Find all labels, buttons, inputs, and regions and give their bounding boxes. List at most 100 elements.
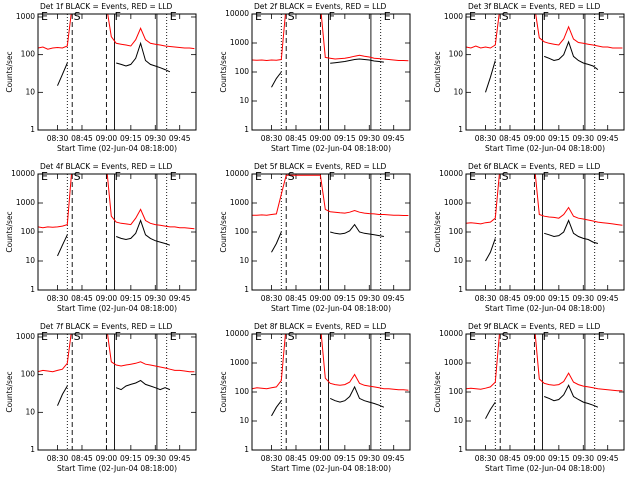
annotation: F (543, 330, 549, 343)
plot-frame (465, 173, 625, 291)
y-axis-label: Counts/sec (5, 51, 14, 92)
x-tick-label: 09:15 (120, 294, 142, 303)
annotation: E (41, 170, 48, 183)
y-tick-label: 10 (239, 416, 249, 425)
y-tick-label: 10 (453, 87, 463, 96)
x-tick-label: 08:45 (285, 454, 307, 463)
y-axis-label: Counts/sec (5, 211, 14, 252)
annotation: S (74, 10, 81, 23)
x-tick-label: 09:15 (334, 134, 356, 143)
x-tick-label: 09:00 (96, 454, 118, 463)
x-tick-label: 08:45 (285, 294, 307, 303)
series-line (38, 334, 195, 373)
x-tick-label: 09:00 (310, 294, 332, 303)
plot-area (38, 14, 195, 130)
x-axis-label: Start Time (02-Jun-04 08:18:00) (57, 144, 177, 153)
annotation: S (502, 330, 509, 343)
x-tick-label: 08:45 (499, 294, 521, 303)
y-axis-label: Counts/sec (219, 211, 228, 252)
plot-frame (251, 173, 411, 291)
y-tick-label: 10 (239, 256, 249, 265)
annotation: F (115, 170, 121, 183)
chart-title: Det 1f BLACK = Events, RED = LLD (40, 2, 173, 11)
series-line (271, 58, 384, 88)
panel: Det 2f BLACK = Events, RED = LLD Start Ti… (219, 2, 411, 153)
x-tick-label: 09:15 (548, 454, 570, 463)
y-tick-label: 100 (235, 387, 250, 396)
chart-title: Det 3f BLACK = Events, RED = LLD (468, 2, 601, 11)
plot-area (38, 174, 195, 290)
y-tick-label: 1000 (444, 12, 463, 21)
x-axis-label: Start Time (02-Jun-04 08:18:00) (485, 144, 605, 153)
series-line (252, 334, 409, 391)
x-tick-label: 08:30 (47, 294, 69, 303)
y-tick-label: 100 (235, 67, 250, 76)
annotation: E (384, 330, 391, 343)
y-axis-label: Counts/sec (5, 371, 14, 412)
x-tick-label: 09:30 (144, 454, 166, 463)
y-tick-label: 1000 (16, 12, 35, 21)
x-axis-label: Start Time (02-Jun-04 08:18:00) (271, 464, 391, 473)
chart-title: Det 5f BLACK = Events, RED = LLD (254, 162, 387, 171)
x-tick-label: 09:30 (572, 294, 594, 303)
x-tick-label: 09:45 (169, 454, 191, 463)
x-tick-label: 09:30 (358, 134, 380, 143)
annotation: E (255, 330, 262, 343)
x-axis-label: Start Time (02-Jun-04 08:18:00) (57, 464, 177, 473)
x-tick-label: 09:45 (169, 294, 191, 303)
y-tick-label: 10000 (225, 9, 249, 18)
series-line (466, 334, 623, 392)
annotation: E (41, 10, 48, 23)
series-line (485, 219, 599, 262)
y-tick-label: 100 (449, 227, 464, 236)
annotation: F (329, 330, 335, 343)
y-tick-label: 1 (30, 125, 35, 134)
y-tick-label: 1000 (444, 358, 463, 367)
annotation: E (170, 10, 177, 23)
chart-title: Det 4f BLACK = Events, RED = LLD (40, 162, 173, 171)
x-tick-label: 08:30 (47, 134, 69, 143)
x-tick-label: 09:15 (120, 454, 142, 463)
series-line (252, 14, 409, 62)
plot-area (252, 174, 409, 290)
annotation: S (74, 330, 81, 343)
series-line (271, 223, 384, 253)
annotation: S (288, 10, 295, 23)
y-axis-label: Counts/sec (433, 371, 442, 412)
plot-area (252, 334, 409, 450)
x-tick-label: 09:45 (383, 294, 405, 303)
y-axis-label: Counts/sec (219, 371, 228, 412)
chart-title: Det 8f BLACK = Events, RED = LLD (254, 322, 387, 331)
y-tick-label: 10 (25, 87, 35, 96)
series-line (485, 40, 599, 93)
x-tick-label: 09:15 (548, 294, 570, 303)
y-axis-label: Counts/sec (219, 51, 228, 92)
annotation: E (384, 170, 391, 183)
series-line (252, 174, 409, 216)
plot-area (466, 174, 623, 290)
x-axis-label: Start Time (02-Jun-04 08:18:00) (485, 464, 605, 473)
y-tick-label: 10 (453, 256, 463, 265)
chart-title: Det 9f BLACK = Events, RED = LLD (468, 322, 601, 331)
panel: Det 1f BLACK = Events, RED = LLD Start Ti… (5, 2, 197, 153)
panel: Det 4f BLACK = Events, RED = LLD Start Ti… (5, 162, 197, 313)
series-line (466, 174, 623, 226)
series-line (271, 385, 385, 417)
y-tick-label: 10000 (439, 169, 463, 178)
y-tick-label: 100 (235, 227, 250, 236)
annotation: F (543, 170, 549, 183)
y-tick-label: 100 (21, 370, 36, 379)
plot-frame (465, 13, 625, 131)
annotation: S (288, 170, 295, 183)
x-tick-label: 08:45 (71, 454, 93, 463)
annotation: E (255, 10, 262, 23)
annotation: E (598, 10, 605, 23)
y-tick-label: 10000 (439, 329, 463, 338)
annotation: E (469, 330, 476, 343)
plot-frame (37, 13, 197, 131)
x-tick-label: 08:30 (261, 454, 283, 463)
plot-area (252, 14, 409, 130)
y-tick-label: 10000 (225, 169, 249, 178)
y-tick-label: 10000 (225, 329, 249, 338)
